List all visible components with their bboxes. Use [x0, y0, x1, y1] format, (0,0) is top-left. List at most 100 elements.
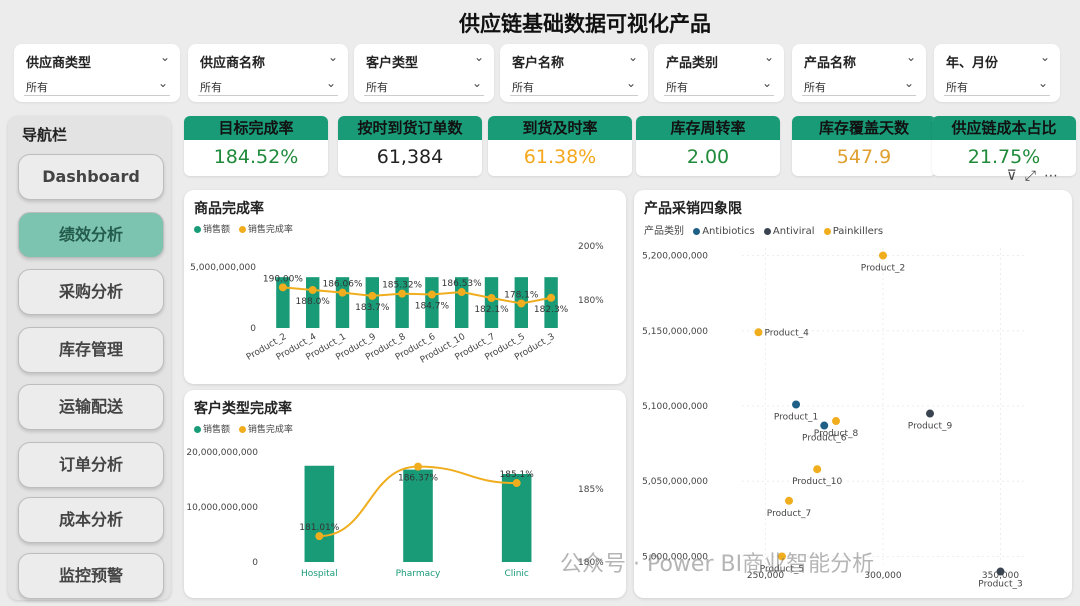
- chart-legend: 销售额 销售完成率: [194, 222, 299, 235]
- scatter-point: [996, 567, 1005, 576]
- chevron-down-icon[interactable]: ⌄: [761, 76, 772, 90]
- rate-point: [338, 288, 347, 297]
- legend-painkillers: Painkillers: [832, 226, 884, 237]
- slicer-value: 所有: [26, 81, 48, 94]
- chart-legend: 销售额 销售完成率: [194, 422, 299, 435]
- slicer-dropdown[interactable]: 所有 ⌄: [364, 74, 484, 96]
- kpi-card: 按时到货订单数 61,384: [338, 116, 482, 176]
- kpi-value: 21.75%: [967, 146, 1041, 168]
- kpi-value: 61.38%: [523, 146, 597, 168]
- nav-item[interactable]: 库存管理: [18, 327, 164, 373]
- chevron-down-icon[interactable]: ⌄: [157, 76, 168, 90]
- slicer[interactable]: 供应商名称 ⌄ 所有 ⌄: [188, 44, 348, 102]
- data-label: 178.1%: [504, 290, 539, 300]
- chevron-down-icon[interactable]: ⌄: [325, 76, 336, 90]
- legend-dot-antibiotics: [693, 227, 701, 235]
- rate-point: [368, 291, 377, 300]
- nav-item[interactable]: Dashboard: [18, 154, 164, 200]
- point-label: Product_4: [764, 328, 809, 338]
- y-tick-label: 0: [252, 558, 258, 568]
- chevron-down-icon[interactable]: ⌄: [473, 50, 484, 64]
- legend-sales: 销售额: [203, 225, 231, 235]
- slicer-dropdown[interactable]: 所有 ⌄: [198, 74, 338, 96]
- slicer-dropdown[interactable]: 所有 ⌄: [664, 74, 774, 96]
- nav-item[interactable]: 成本分析: [18, 497, 164, 543]
- chevron-down-icon[interactable]: ⌄: [625, 76, 636, 90]
- slicer-value: 所有: [804, 81, 826, 94]
- point-label: Product_2: [861, 264, 905, 274]
- data-label: 185.1%: [500, 470, 535, 480]
- panel-title: 产品采销四象限: [644, 201, 742, 217]
- scatter-point: [792, 400, 801, 409]
- chevron-down-icon[interactable]: ⌄: [905, 50, 916, 64]
- legend-dot-rate: [238, 426, 246, 433]
- legend-dot-sales: [194, 226, 201, 233]
- bar: [425, 277, 439, 328]
- rate-point: [427, 290, 436, 299]
- data-label: 183.7%: [355, 303, 390, 313]
- customer-completion-chart: 20,000,000,000 10,000,000,000 0 185% 180% Hos…: [186, 448, 604, 579]
- rate-point: [487, 294, 496, 303]
- slicer[interactable]: 产品类别 ⌄ 所有 ⌄: [654, 44, 784, 102]
- page-title: 供应链基础数据可视化产品: [459, 12, 711, 36]
- visual-toolbar: ⊽⤢⋯: [1007, 168, 1066, 184]
- slicer-dropdown[interactable]: 所有 ⌄: [944, 74, 1050, 96]
- scatter-point: [926, 409, 934, 418]
- legend-rate: 销售完成率: [247, 225, 293, 235]
- slicer-value: 所有: [200, 81, 222, 94]
- y2-tick-label: 200%: [578, 242, 604, 252]
- data-label: 186.37%: [398, 474, 438, 484]
- slicer[interactable]: 年、月份 ⌄ 所有 ⌄: [934, 44, 1060, 102]
- data-label: 182.3%: [534, 305, 569, 315]
- chevron-down-icon[interactable]: ⌄: [1039, 50, 1050, 64]
- slicer[interactable]: 客户类型 ⌄ 所有 ⌄: [354, 44, 494, 102]
- bar: [501, 474, 532, 562]
- chevron-down-icon[interactable]: ⌄: [327, 50, 338, 64]
- more-options-icon[interactable]: ⋯: [1044, 168, 1066, 184]
- rate-line: [282, 286, 552, 305]
- point-label: Product_8: [814, 429, 859, 439]
- chevron-down-icon[interactable]: ⌄: [1037, 76, 1048, 90]
- slicer-dropdown[interactable]: 所有 ⌄: [510, 74, 638, 96]
- expand-icon[interactable]: ⤢: [1024, 168, 1044, 184]
- y-tick-label: 5,050,000,000: [642, 477, 708, 487]
- chevron-down-icon[interactable]: ⌄: [471, 76, 482, 90]
- bar: [365, 277, 380, 328]
- nav-item[interactable]: 监控预警: [18, 553, 164, 599]
- nav-item[interactable]: 采购分析: [18, 269, 164, 315]
- y2-tick-label: 185%: [578, 485, 604, 495]
- x-tick-label: 350,000: [982, 571, 1019, 581]
- chevron-down-icon[interactable]: ⌄: [627, 50, 638, 64]
- kpi-label: 库存周转率: [636, 116, 780, 140]
- chevron-down-icon[interactable]: ⌄: [763, 50, 774, 64]
- rate-point: [512, 479, 521, 488]
- bar: [304, 465, 335, 562]
- slicer[interactable]: 产品名称 ⌄ 所有 ⌄: [792, 44, 926, 102]
- navigation-panel: 导航栏 Dashboard 绩效分析采购分析库存管理运输配送订单分析成本分析监控预…: [8, 116, 171, 600]
- slicer[interactable]: 客户名称 ⌄ 所有 ⌄: [500, 44, 648, 102]
- y-tick-label: 5,000,000,000: [190, 263, 256, 273]
- y-tick-label: 10,000,000,000: [186, 503, 258, 513]
- kpi-value: 2.00: [686, 146, 730, 168]
- legend-dot-rate: [238, 226, 246, 233]
- scatter-point: [777, 552, 786, 561]
- chevron-down-icon[interactable]: ⌄: [903, 76, 914, 90]
- nav-item[interactable]: 绩效分析: [18, 212, 164, 258]
- kpi-card: 供应链成本占比 21.75%: [932, 116, 1076, 176]
- slicer-dropdown[interactable]: 所有 ⌄: [802, 74, 916, 96]
- nav-item[interactable]: 订单分析: [18, 442, 164, 488]
- slicer-value: 所有: [512, 81, 534, 94]
- scatter-point: [785, 496, 793, 505]
- slicer-dropdown[interactable]: 所有 ⌄: [24, 74, 170, 96]
- nav-title: 导航栏: [22, 126, 68, 144]
- bar: [335, 277, 350, 328]
- kpi-label: 库存覆盖天数: [792, 116, 936, 140]
- slicer-value: 所有: [666, 81, 688, 94]
- filter-icon[interactable]: ⊽: [1006, 168, 1025, 184]
- point-label: Product_7: [767, 509, 811, 519]
- nav-item[interactable]: 运输配送: [18, 384, 164, 430]
- point-label: Product_1: [774, 412, 818, 422]
- slicer[interactable]: 供应商类型 ⌄ 所有 ⌄: [14, 44, 180, 102]
- chevron-down-icon[interactable]: ⌄: [159, 50, 170, 64]
- legend-dot-antiviral: [763, 227, 771, 235]
